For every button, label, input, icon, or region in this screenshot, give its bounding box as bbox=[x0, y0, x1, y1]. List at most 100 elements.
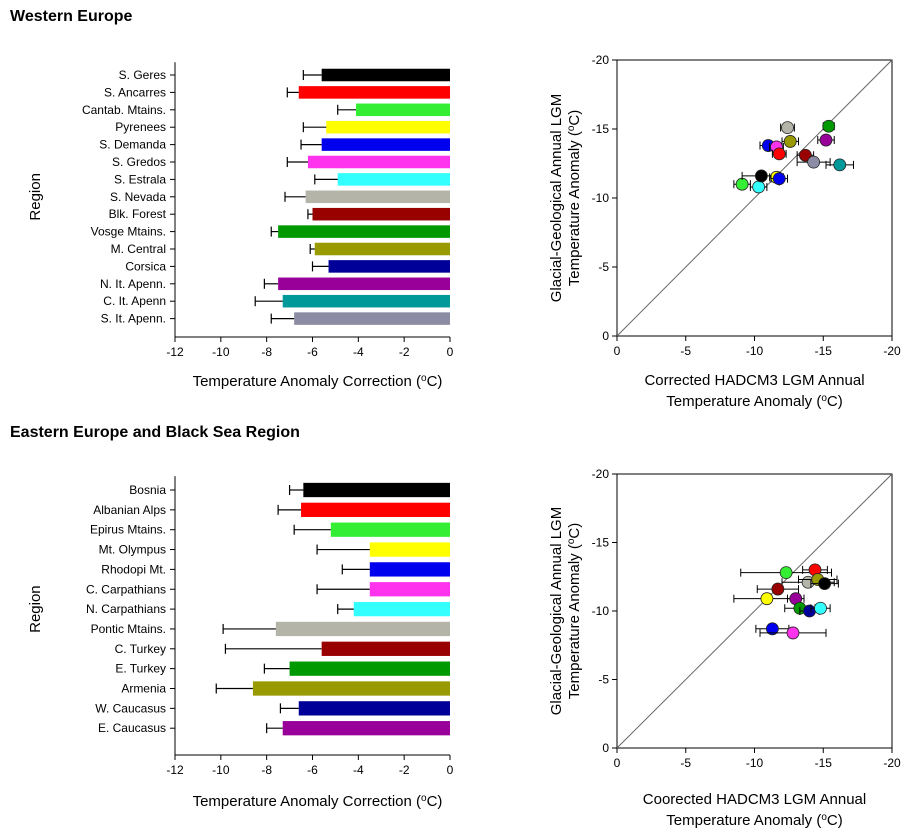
one-to-one-line bbox=[616, 59, 893, 337]
category-label-8: Blk. Forest bbox=[109, 207, 167, 221]
bar-3 bbox=[326, 120, 450, 134]
bar-12 bbox=[278, 277, 450, 291]
x-tick-label-3: -15 bbox=[815, 344, 833, 358]
x-axis-label-line2: Temperature Anomaly (oC) bbox=[666, 393, 842, 411]
bar-11 bbox=[298, 701, 450, 716]
category-label-0: S. Geres bbox=[119, 68, 166, 82]
category-label-9: Vosge Mtains. bbox=[91, 225, 166, 239]
x-tick-label-3: -6 bbox=[307, 763, 318, 777]
bar-2 bbox=[356, 103, 450, 117]
scatter-point-11 bbox=[807, 155, 821, 169]
y-axis-label-line2: Temperature Anomaly (oC) bbox=[566, 523, 584, 699]
category-label-12: N. It. Apenn. bbox=[100, 277, 166, 291]
x-tick-label-2: -8 bbox=[261, 345, 272, 359]
y-tick-label-3: -15 bbox=[592, 536, 610, 550]
scatter-point-0 bbox=[735, 177, 749, 191]
y-axis-label: Region bbox=[27, 585, 44, 633]
bar-8 bbox=[312, 207, 450, 221]
x-tick-label-1: -5 bbox=[680, 756, 691, 770]
x-axis-label-line2: Temperature Anomaly (oC) bbox=[666, 812, 842, 830]
y-tick-label-3: -15 bbox=[592, 122, 610, 136]
scatter-point-9 bbox=[783, 135, 797, 148]
bar-east-group: Bosnia Albanian Alps Epirus Mtains. Mt. Oly… bbox=[27, 476, 454, 810]
y-axis-label-line2: Temperature Anomaly (oC) bbox=[566, 110, 584, 286]
category-label-13: C. It. Apenn bbox=[103, 294, 166, 308]
x-tick-label-0: -12 bbox=[166, 763, 184, 777]
category-label-2: Cantab. Mtains. bbox=[82, 103, 166, 117]
scatter-west-group: 0 -5 -10 -15 -20 0 -5 -10 -15 -20 Glacial-Geologic… bbox=[548, 53, 901, 410]
bar-6 bbox=[337, 173, 450, 186]
bar-1 bbox=[301, 502, 450, 517]
x-tick-label-0: 0 bbox=[614, 756, 621, 770]
x-tick-label-6: 0 bbox=[447, 345, 454, 359]
bar-west-group: S. Geres S. Ancarres Cantab. Mtains. Pyrene… bbox=[27, 62, 454, 390]
x-tick-label-1: -5 bbox=[680, 344, 691, 358]
scatter-point-2 bbox=[754, 169, 768, 183]
bar-8 bbox=[321, 641, 450, 656]
x-tick-label-1: -10 bbox=[212, 763, 230, 777]
bar-4 bbox=[369, 562, 450, 577]
scatter-point-1 bbox=[752, 180, 766, 194]
x-axis-label-line1: Corrected HADCM3 LGM Annual bbox=[644, 372, 864, 389]
x-tick-label-4: -4 bbox=[353, 345, 364, 359]
y-tick-label-2: -10 bbox=[592, 604, 610, 618]
bar-2 bbox=[330, 522, 450, 537]
x-tick-label-2: -10 bbox=[746, 756, 764, 770]
scatter-point-14 bbox=[833, 158, 847, 172]
bar-10 bbox=[314, 242, 450, 256]
y-tick-label-0: 0 bbox=[602, 741, 609, 755]
x-tick-label-3: -15 bbox=[815, 756, 833, 770]
bar-5 bbox=[369, 582, 450, 597]
x-tick-label-1: -10 bbox=[212, 345, 230, 359]
category-label-8: C. Turkey bbox=[115, 642, 166, 656]
y-tick-label-1: -5 bbox=[598, 673, 609, 687]
scatter-point-8 bbox=[781, 121, 794, 135]
bar-0 bbox=[303, 482, 450, 498]
y-tick-label-0: 0 bbox=[602, 329, 609, 343]
bar-1 bbox=[298, 86, 450, 99]
category-label-14: S. It. Apenn. bbox=[101, 312, 166, 326]
bar-6 bbox=[353, 601, 450, 617]
category-label-10: M. Central bbox=[111, 242, 166, 256]
category-label-6: N. Carpathians bbox=[86, 602, 166, 616]
category-label-9: E. Turkey bbox=[115, 662, 166, 676]
scatter-point-4 bbox=[818, 577, 832, 590]
bar-14 bbox=[294, 312, 450, 325]
category-label-7: S. Nevada bbox=[110, 190, 166, 204]
scatter-point-12 bbox=[786, 626, 800, 640]
x-tick-label-5: -2 bbox=[399, 345, 410, 359]
y-tick-label-4: -20 bbox=[592, 467, 610, 481]
x-axis-label-line1: Coorected HADCM3 LGM Annual bbox=[643, 791, 866, 808]
bar-12 bbox=[282, 721, 450, 736]
x-tick-label-2: -8 bbox=[261, 763, 272, 777]
category-label-3: Mt. Olympus bbox=[99, 543, 166, 557]
category-label-11: Corsica bbox=[125, 259, 166, 273]
category-label-1: Albanian Alps bbox=[93, 503, 166, 517]
section-title-eastern: Eastern Europe and Black Sea Region bbox=[10, 424, 300, 441]
x-tick-label-4: -20 bbox=[883, 756, 901, 770]
scatter-point-12 bbox=[819, 133, 833, 147]
bar-10 bbox=[252, 681, 450, 696]
category-label-12: E. Caucasus bbox=[98, 721, 166, 735]
one-to-one-line bbox=[616, 473, 893, 749]
scatter-point-0 bbox=[779, 566, 793, 580]
scatter-point-9 bbox=[803, 604, 816, 618]
scatter-point-6 bbox=[760, 592, 774, 606]
bar-7 bbox=[275, 621, 450, 637]
x-tick-label-4: -20 bbox=[883, 344, 901, 358]
bar-4 bbox=[321, 138, 450, 151]
bar-3 bbox=[369, 542, 450, 557]
x-axis-label: Temperature Anomaly Correction (oC) bbox=[193, 373, 443, 391]
scatter-point-13 bbox=[822, 119, 836, 133]
bar-9 bbox=[289, 661, 450, 676]
y-axis-label-line1: Glacial-Geological Annual LGM bbox=[548, 507, 565, 715]
category-label-5: S. Gredos bbox=[112, 155, 166, 169]
bar-5 bbox=[307, 155, 450, 169]
x-tick-label-4: -4 bbox=[353, 763, 364, 777]
category-label-6: S. Estrala bbox=[114, 172, 166, 186]
y-tick-label-4: -20 bbox=[592, 53, 610, 67]
scatter-point-10 bbox=[814, 601, 827, 615]
category-label-4: Rhodopi Mt. bbox=[101, 562, 166, 576]
scatter-east-group: 0 -5 -10 -15 -20 0 -5 -10 -15 -20 Glacial-Geologic… bbox=[548, 467, 901, 829]
